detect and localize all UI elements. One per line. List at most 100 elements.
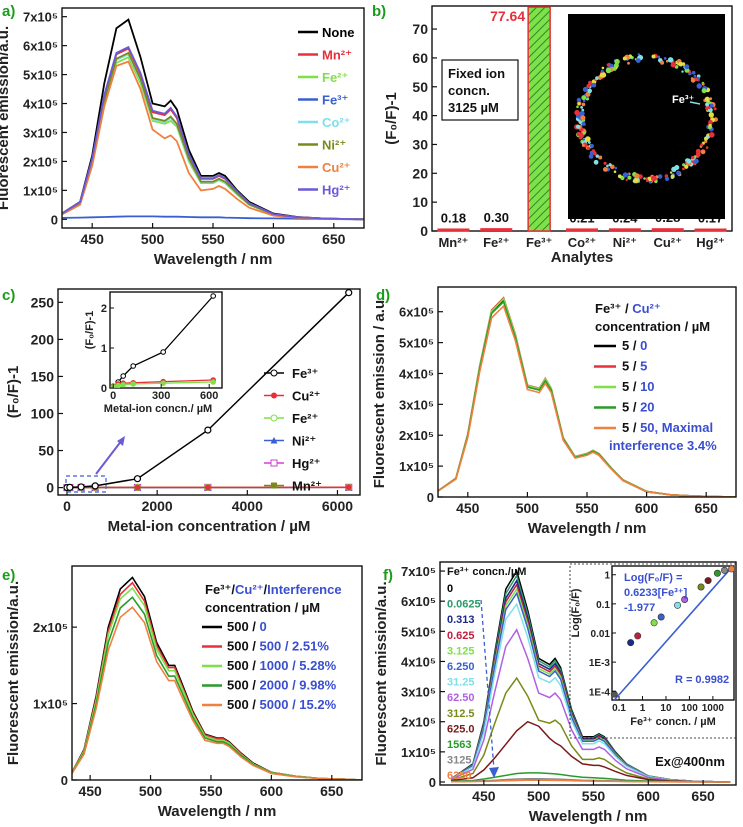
inset-point [728, 565, 736, 573]
particle [709, 132, 715, 138]
y-tick-label: 0 [46, 480, 54, 496]
particle [582, 131, 586, 135]
series-line [450, 628, 731, 783]
x-tick-label: Co²⁺ [568, 235, 597, 250]
y-tick-label: 5x10⁵ [399, 336, 434, 351]
particle [576, 105, 579, 109]
fit-equation: -1.977 [624, 602, 655, 614]
inset-point [634, 632, 642, 640]
inset-micrograph: Fe³⁺ [568, 14, 725, 219]
legend-label: 0.0625 [447, 599, 481, 611]
x-tick-label: 550 [575, 500, 599, 516]
inset-point [627, 639, 635, 647]
legend-label: Hg²⁺ [322, 183, 351, 198]
y-axis-label: Fluorescent emission/a.u. [0, 26, 12, 210]
fit-equation: Log(F₀/F) = [624, 572, 682, 584]
legend-marker [271, 392, 277, 399]
inset-arrow [689, 101, 701, 105]
inset-x-tick-label: 600 [200, 390, 218, 402]
legend-label: 31.25 [447, 677, 475, 689]
particle [591, 82, 597, 88]
x-tick-label: 500 [139, 783, 163, 799]
legend: Fe³⁺ Cu²⁺ Fe²⁺ Ni²⁺ Hg²⁺ Mn²⁺ [264, 366, 322, 494]
particle [603, 167, 608, 172]
legend-fe: 500 / [227, 619, 260, 634]
particle [705, 96, 710, 102]
legend-marker [270, 459, 278, 467]
particle [580, 106, 583, 109]
data-point [91, 482, 99, 490]
legend-label: 0.313 [447, 614, 475, 626]
legend-label: 500 / 1000 / 5.28% [227, 658, 337, 673]
bar [651, 228, 684, 232]
x-tick-label: Fe³⁺ [526, 235, 552, 250]
legend-fe: 500 / [227, 639, 260, 654]
bar-value-label: 0.30 [484, 210, 509, 225]
x-axis-label: Analytes [551, 249, 614, 266]
particle [581, 102, 586, 107]
inset-point [160, 349, 166, 355]
particle [651, 54, 656, 59]
particle [582, 86, 589, 93]
x-tick-label: 450 [81, 231, 105, 247]
legend-cu: 0 [260, 619, 267, 634]
panel-label: b) [372, 3, 386, 20]
particle [603, 161, 607, 165]
particle [608, 163, 612, 167]
panel-a: 450 500 550 600 650 0 1x10⁵ 2x10⁵ 3x10⁵ 4x10⁵ 5x10… [0, 7, 365, 268]
legend-fe: 5 / [622, 359, 640, 374]
particle [586, 84, 591, 88]
y-tick-label: 0 [427, 490, 434, 505]
particle [593, 159, 599, 165]
legend-cu: 500 / 2.51% [260, 639, 330, 654]
particle [614, 166, 618, 170]
excitation-label: Ex@400nm [655, 754, 725, 769]
legend-label: Cu²⁺ [292, 389, 321, 404]
inset-y-tick-label: 1E-4 [589, 687, 611, 698]
particle [695, 148, 701, 154]
x-tick-label: 500 [516, 500, 540, 516]
y-tick-label: 0 [61, 773, 68, 788]
x-tick-label: 650 [320, 783, 344, 799]
particle [635, 58, 641, 63]
particle [676, 170, 681, 176]
particle [612, 66, 617, 71]
y-axis: 0 1x10⁵ 2x10⁵ 3x10⁵ 4x10⁵ 5x10⁵ 6x10⁵ [399, 305, 443, 505]
x-tick-label: Fe²⁺ [483, 235, 509, 250]
particle [665, 59, 669, 63]
inset-point [674, 601, 682, 609]
particle [684, 64, 690, 70]
particle [660, 60, 665, 65]
y-axis: 0 10 20 30 40 50 60 70 [412, 21, 437, 239]
series-lines [72, 576, 362, 780]
y-axis-label: (F₀/F)-1 [383, 92, 400, 145]
particle [606, 63, 610, 67]
particle [684, 164, 689, 169]
particle [696, 83, 702, 89]
y-tick-label: 1x10⁵ [401, 745, 436, 760]
legend-label: Fe³⁺ [322, 93, 348, 108]
legend-label-extra: interference 3.4% [609, 438, 717, 453]
plot-frame [71, 565, 363, 781]
x-tick-label: 550 [199, 783, 223, 799]
legend-label: Co²⁺ [322, 115, 351, 130]
inset-y-tick-label: 0 [101, 383, 107, 395]
panel-f: 450 500 550 600 650 0 1x10⁵ 2x10⁵ 3x10⁵ 4x10⁵ 5x10… [373, 561, 737, 825]
particle [581, 143, 585, 147]
legend-cu: 20 [640, 400, 654, 415]
particle [595, 154, 599, 158]
y-tick-label: 4x10⁵ [399, 366, 434, 381]
y-tick-label: 6x10⁵ [401, 594, 436, 609]
bar [694, 228, 727, 232]
inset-point [120, 382, 126, 388]
legend-label: Hg²⁺ [292, 456, 321, 471]
particle [701, 82, 705, 86]
particle [595, 76, 599, 80]
x-tick-label: Hg²⁺ [696, 235, 725, 250]
legend-cu: 10 [640, 379, 654, 394]
y-tick-label: 1x10⁵ [33, 697, 68, 712]
inset-point [160, 380, 166, 387]
particle [701, 88, 707, 94]
y-tick-label: 5x10⁵ [23, 68, 58, 83]
